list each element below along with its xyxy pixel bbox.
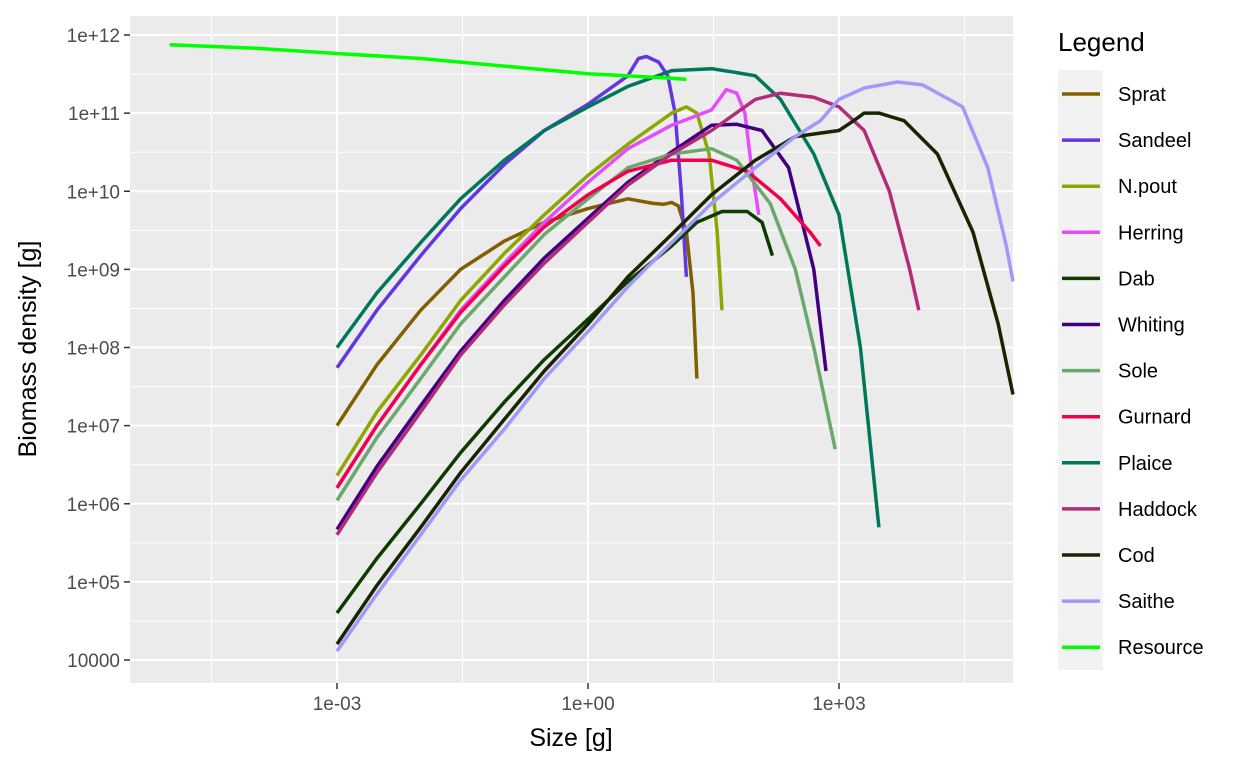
x-tick-label: 1e+00 (561, 694, 614, 715)
legend-label-herring: Herring (1118, 222, 1184, 244)
series-line-cod (335, 111, 1015, 646)
series-line-gurnard (335, 158, 822, 489)
legend-label-sprat: Sprat (1118, 84, 1166, 106)
y-tick-label: 1e+05 (67, 573, 120, 594)
legend-label-cod: Cod (1118, 545, 1155, 567)
y-tick-label: 1e+06 (67, 495, 120, 516)
legend-label-gurnard: Gurnard (1118, 407, 1191, 429)
series-line-n-pout (335, 105, 724, 477)
series-lines (169, 43, 1015, 653)
y-tick-label: 1e+07 (67, 417, 120, 438)
legend-label-sandeel: Sandeel (1118, 130, 1191, 152)
x-tick-label: 1e-03 (313, 694, 362, 715)
legend-title: Legend (1058, 27, 1145, 57)
y-tick-label: 1e+12 (67, 26, 120, 47)
series-line-saithe (335, 80, 1015, 653)
y-axis-title: Biomass density [g] (14, 241, 42, 458)
y-tick-label: 1e+11 (68, 104, 120, 125)
y-tick-label: 1e+09 (67, 260, 120, 281)
legend-label-resource: Resource (1118, 637, 1204, 659)
legend-items: Sprat Sandeel N.pout Herring Dab Whiting Sole G… (1062, 84, 1204, 659)
legend-label-haddock: Haddock (1118, 499, 1198, 521)
series-line-haddock (335, 91, 921, 536)
x-axis-title: Size [g] (529, 724, 612, 752)
x-axis-ticks: 1e-03 1e+00 1e+03 (313, 683, 866, 715)
y-tick-label: 1e+10 (67, 182, 120, 203)
legend-label-n-pout: N.pout (1118, 176, 1177, 198)
series-line-whiting (335, 122, 828, 531)
legend-label-plaice: Plaice (1118, 453, 1172, 475)
legend-label-sole: Sole (1118, 361, 1158, 383)
y-axis-ticks: 10000 1e+05 1e+06 1e+07 1e+08 1e+09 1e+10 1e+11… (67, 26, 130, 672)
series-line-plaice (335, 66, 881, 528)
legend-label-whiting: Whiting (1118, 315, 1185, 337)
legend-label-dab: Dab (1118, 268, 1155, 290)
series-line-resource (169, 43, 687, 82)
series-line-sole (335, 146, 837, 502)
x-tick-label: 1e+03 (812, 694, 865, 715)
legend-label-saithe: Saithe (1118, 591, 1175, 613)
y-tick-label: 10000 (67, 651, 120, 672)
y-tick-label: 1e+08 (67, 339, 120, 360)
